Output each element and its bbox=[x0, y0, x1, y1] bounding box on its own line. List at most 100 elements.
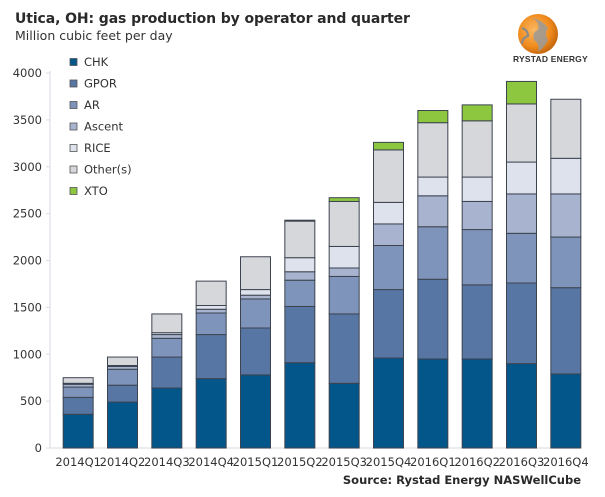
legend-label-others: Other(s) bbox=[84, 163, 132, 177]
source-note: Source: Rystad Energy NASWellCube bbox=[342, 473, 581, 487]
bar-segment-ar-2016q3 bbox=[506, 232, 537, 284]
y-tick-label: 2500 bbox=[13, 207, 42, 221]
x-tick-label: 2016Q4 bbox=[543, 455, 589, 469]
bar-segment-ar-2014q2 bbox=[107, 368, 138, 386]
bar-segment-ar-2015q1 bbox=[240, 298, 271, 329]
y-tick-label: 1000 bbox=[13, 347, 42, 361]
legend-label-chk: CHK bbox=[84, 55, 109, 69]
legend-swatch-others bbox=[69, 165, 78, 174]
y-tick-label: 500 bbox=[20, 394, 42, 408]
chart-title: Utica, OH: gas production by operator an… bbox=[15, 11, 410, 27]
x-tick-label: 2014Q1 bbox=[55, 455, 101, 469]
bar-segment-chk-2016q3 bbox=[506, 363, 537, 449]
bar-segment-xto-2016q1 bbox=[417, 110, 449, 124]
bar-segment-chk-2016q4 bbox=[550, 373, 582, 449]
x-tick-label: 2015Q3 bbox=[321, 455, 367, 469]
bar-segment-others-2015q4 bbox=[373, 149, 404, 203]
bar-segment-ascent-2016q3 bbox=[506, 193, 537, 234]
bar-segment-xto-2016q2 bbox=[461, 104, 493, 122]
y-tick-label: 0 bbox=[35, 441, 42, 455]
bar-segment-chk-2014q3 bbox=[151, 387, 183, 449]
bar-segment-gpor-2014q1 bbox=[62, 396, 94, 415]
bar-segment-ascent-2015q2 bbox=[284, 271, 316, 281]
y-tick-label: 2000 bbox=[13, 254, 42, 268]
bar-segment-ar-2014q4 bbox=[195, 312, 227, 336]
y-tick-label: 3000 bbox=[13, 160, 42, 174]
globe-logo-icon bbox=[518, 14, 558, 54]
bar-segment-xto-2015q2 bbox=[284, 219, 316, 222]
bar-segment-ar-2015q3 bbox=[328, 275, 360, 315]
bar-segment-ar-2015q2 bbox=[284, 279, 316, 307]
x-tick-label: 2015Q1 bbox=[233, 455, 279, 469]
legend-label-ar: AR bbox=[84, 98, 100, 112]
bar-segment-others-2014q1 bbox=[62, 377, 94, 384]
bar-segment-ar-2014q3 bbox=[151, 337, 183, 358]
x-tick-label: 2014Q3 bbox=[144, 455, 190, 469]
bar-segment-others-2015q3 bbox=[328, 200, 360, 247]
bar-segment-ar-2014q1 bbox=[62, 386, 94, 398]
bar-segment-others-2014q2 bbox=[107, 356, 138, 366]
bar-segment-ar-2016q1 bbox=[417, 226, 449, 280]
bar-segment-others-2015q2 bbox=[284, 220, 316, 259]
bar-segment-ascent-2014q4 bbox=[195, 308, 227, 314]
bar-segment-others-2016q2 bbox=[461, 120, 493, 178]
x-tick-label: 2016Q2 bbox=[454, 455, 500, 469]
chart-subtitle: Million cubic feet per day bbox=[15, 28, 173, 43]
x-tick-label: 2015Q4 bbox=[366, 455, 412, 469]
bar-segment-rice-2015q1 bbox=[240, 289, 271, 296]
bar-segment-others-2016q3 bbox=[506, 103, 537, 163]
bar-segment-ascent-2015q4 bbox=[373, 223, 404, 246]
legend-swatch-ar bbox=[69, 101, 78, 109]
bar-segment-gpor-2016q3 bbox=[506, 282, 537, 365]
bar-segment-others-2016q1 bbox=[417, 122, 449, 178]
legend-swatch-gpor bbox=[69, 79, 78, 88]
x-tick-label: 2014Q4 bbox=[188, 455, 234, 469]
bar-segment-rice-2015q3 bbox=[328, 245, 360, 269]
bar-segment-others-2014q3 bbox=[151, 313, 183, 334]
bar-segment-chk-2014q4 bbox=[195, 378, 227, 449]
bar-segment-gpor-2016q2 bbox=[461, 284, 493, 360]
bar-segment-rice-2015q2 bbox=[284, 257, 316, 273]
bar-segment-gpor-2015q4 bbox=[373, 289, 404, 359]
bar-segment-others-2016q4 bbox=[550, 98, 582, 159]
bar-segment-chk-2015q3 bbox=[328, 382, 360, 449]
bar-segment-chk-2016q1 bbox=[417, 358, 449, 449]
legend-swatch-xto bbox=[69, 187, 78, 195]
bar-segment-xto-2016q3 bbox=[506, 80, 537, 105]
bar-segment-ascent-2016q4 bbox=[550, 193, 582, 238]
y-tick-label: 4000 bbox=[13, 66, 42, 80]
bar-segment-ascent-2015q1 bbox=[240, 294, 271, 300]
bar-segment-gpor-2016q1 bbox=[417, 278, 449, 360]
bar-segment-gpor-2015q3 bbox=[328, 313, 360, 384]
bar-segment-gpor-2014q3 bbox=[151, 356, 183, 389]
logo-text: RYSTAD ENERGY bbox=[513, 54, 588, 64]
x-tick-label: 2016Q3 bbox=[499, 455, 545, 469]
legend-label-xto: XTO bbox=[84, 184, 108, 198]
bar-segment-ascent-2014q3 bbox=[151, 334, 183, 339]
bar-segment-rice-2016q3 bbox=[506, 161, 537, 195]
bar-segment-rice-2014q4 bbox=[195, 305, 227, 310]
bar-segment-chk-2014q2 bbox=[107, 401, 138, 449]
bar-segment-gpor-2016q4 bbox=[550, 287, 582, 375]
bar-segment-ascent-2016q1 bbox=[417, 195, 449, 228]
bar-segment-others-2014q4 bbox=[195, 280, 227, 306]
bar-segment-rice-2016q1 bbox=[417, 176, 449, 197]
bar-segment-chk-2015q2 bbox=[284, 362, 316, 449]
y-tick-label: 1500 bbox=[13, 300, 42, 314]
x-tick-label: 2015Q2 bbox=[277, 455, 323, 469]
bar-segment-chk-2016q2 bbox=[461, 358, 493, 449]
legend-swatch-chk bbox=[69, 58, 78, 66]
bar-segment-gpor-2014q2 bbox=[107, 384, 138, 403]
bar-segment-ascent-2015q3 bbox=[328, 267, 360, 277]
bar-segment-ar-2015q4 bbox=[373, 245, 404, 291]
bar-segment-gpor-2015q2 bbox=[284, 305, 316, 364]
y-tick-label: 3500 bbox=[13, 113, 42, 127]
bar-segment-rice-2016q4 bbox=[550, 157, 582, 195]
bar-segment-chk-2015q1 bbox=[240, 374, 271, 449]
bar-segment-xto-2015q4 bbox=[373, 141, 404, 151]
bar-segment-ascent-2016q2 bbox=[461, 200, 493, 231]
x-tick-label: 2014Q2 bbox=[100, 455, 146, 469]
bar-segment-chk-2015q4 bbox=[373, 357, 404, 449]
legend-label-gpor: GPOR bbox=[84, 77, 117, 91]
